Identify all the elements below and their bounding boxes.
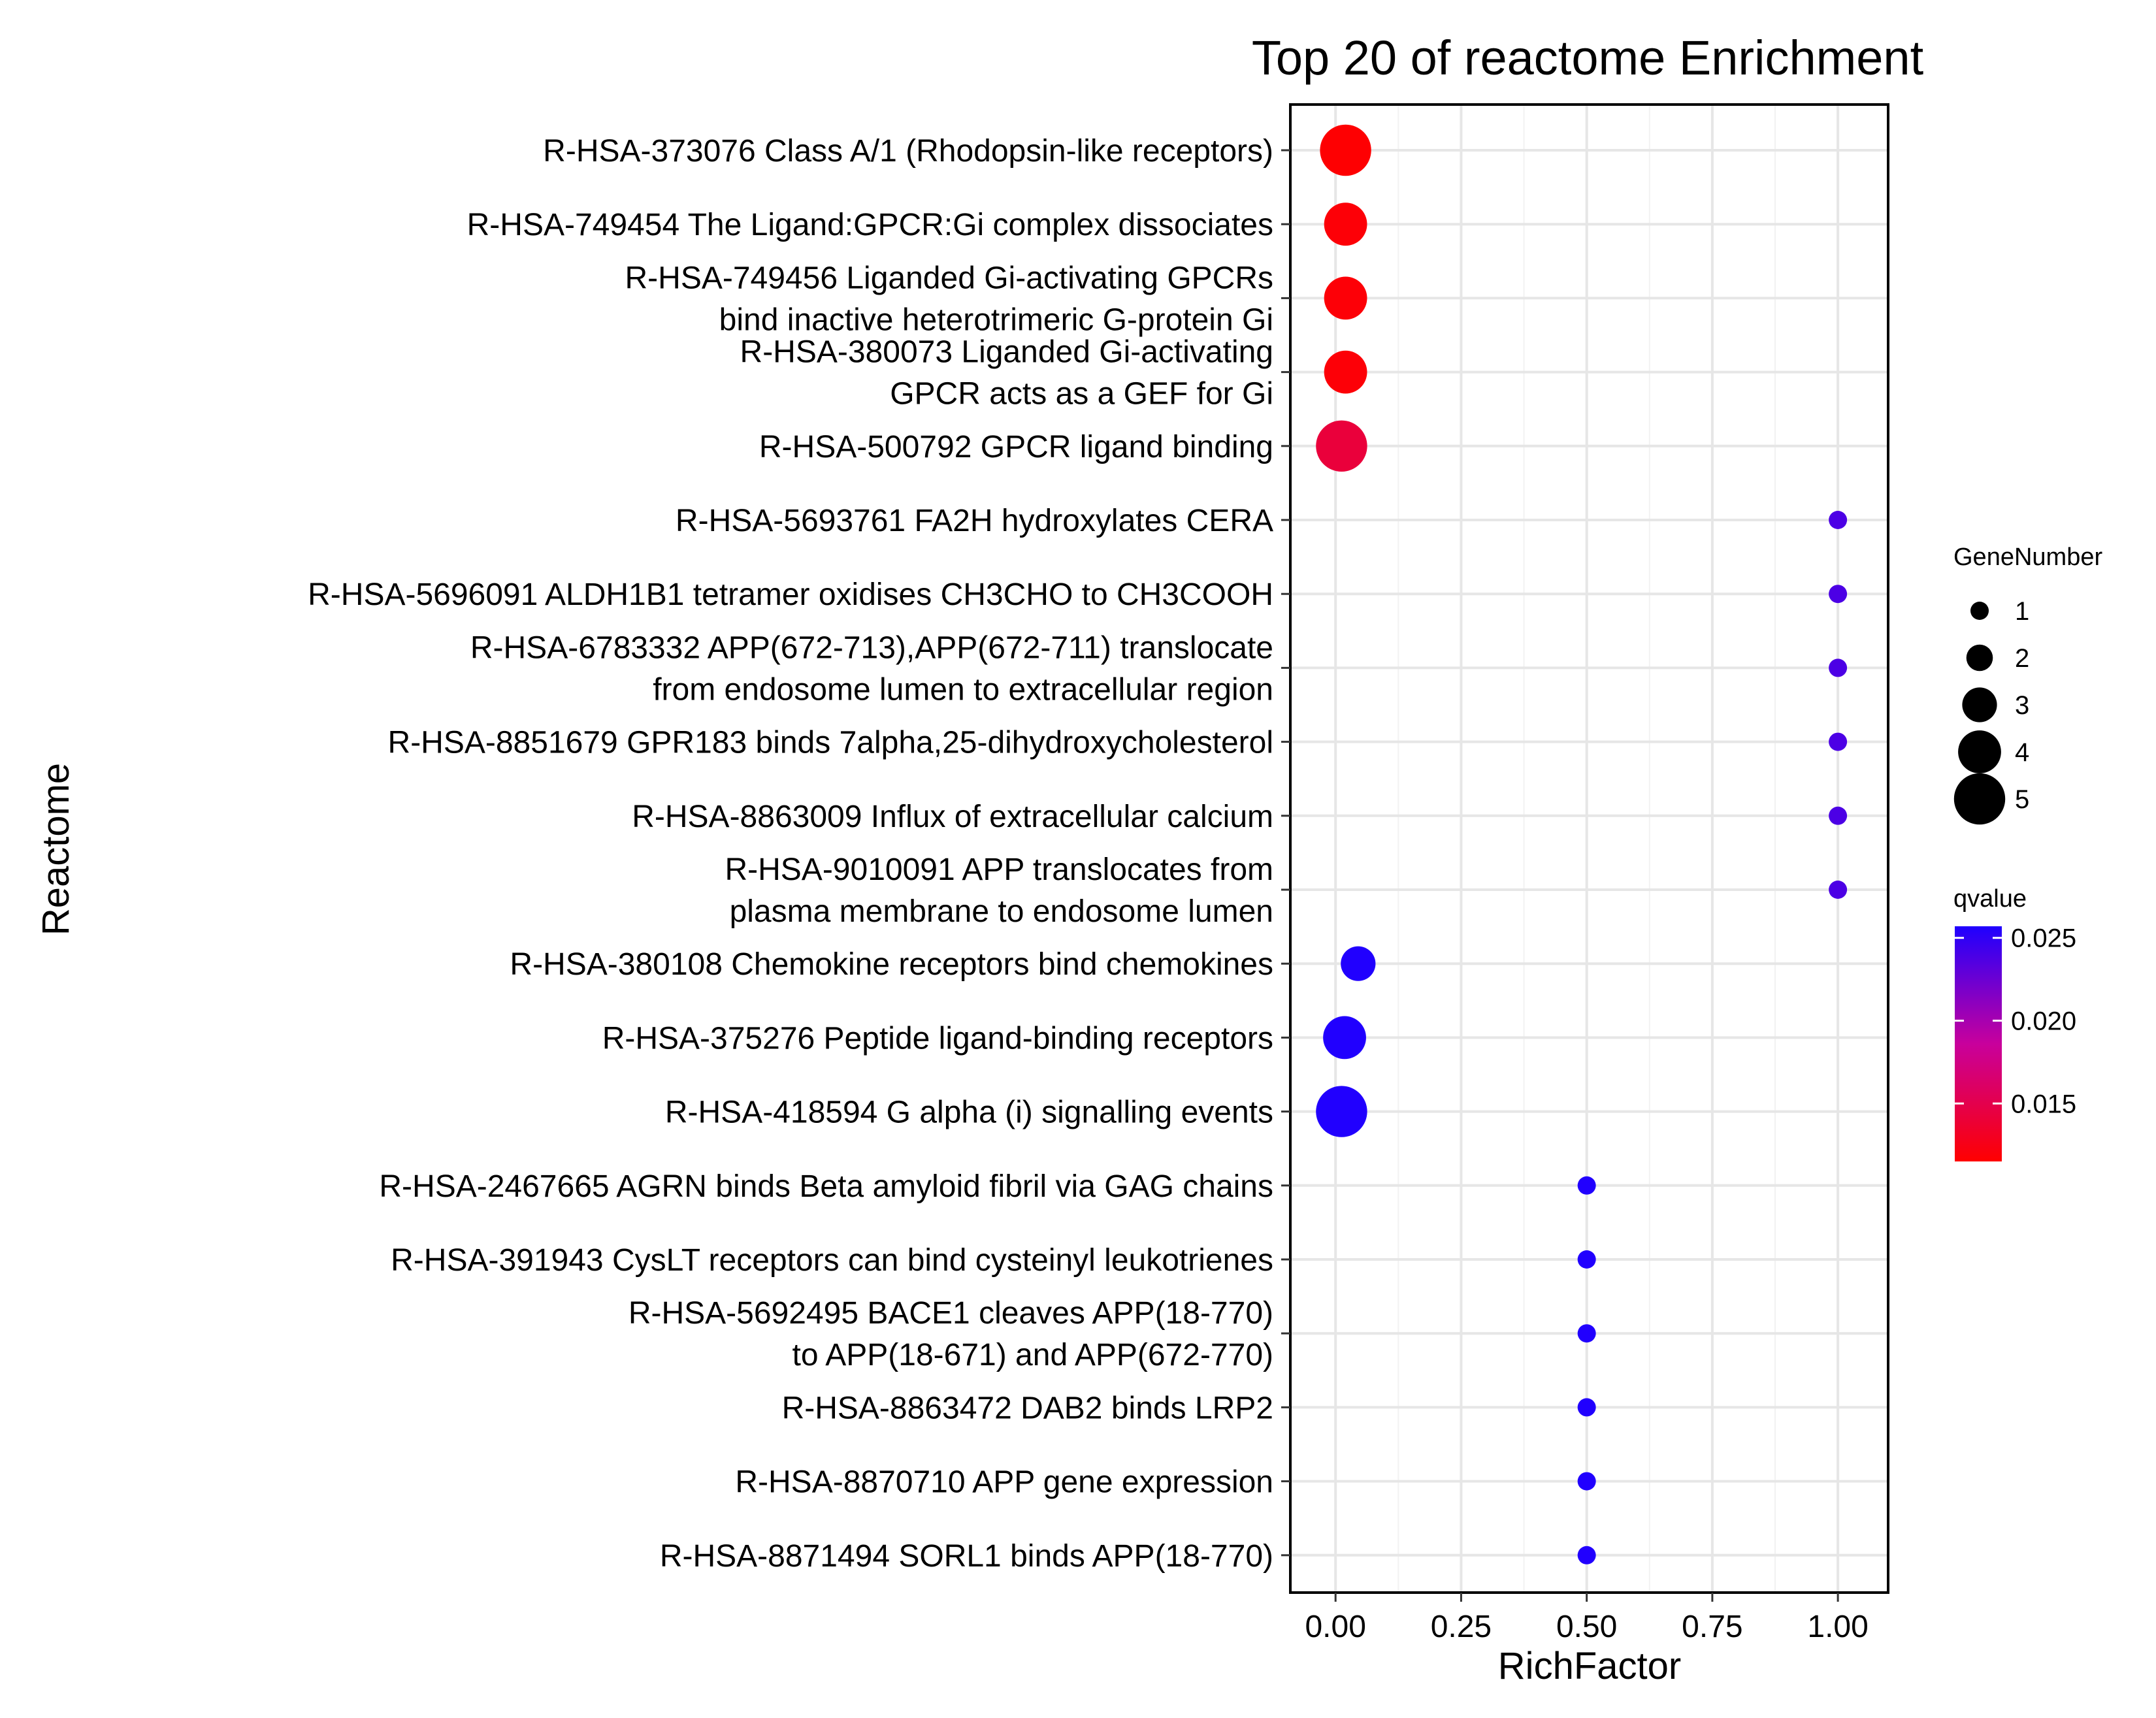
size-legend-label: 3 xyxy=(2015,691,2029,720)
size-legend-key xyxy=(1966,644,1993,672)
x-tick-label: 0.00 xyxy=(1305,1610,1365,1644)
size-legend-label: 2 xyxy=(2015,644,2029,673)
y-tick-label: R-HSA-2467665 AGRN binds Beta amyloid fi… xyxy=(379,1169,1273,1204)
size-legend-key xyxy=(1970,602,1989,620)
y-tick-labels: R-HSA-373076 Class A/1 (Rhodopsin-like r… xyxy=(308,134,1290,1574)
data-point xyxy=(1577,1324,1596,1343)
y-tick-label: R-HSA-749456 Liganded Gi-activating GPCR… xyxy=(625,261,1273,295)
x-tick-label: 1.00 xyxy=(1807,1610,1868,1644)
data-point xyxy=(1577,1472,1596,1491)
data-point xyxy=(1320,124,1371,176)
y-tick-label: R-HSA-8871494 SORL1 binds APP(18-770) xyxy=(660,1539,1273,1574)
y-tick-label: R-HSA-418594 G alpha (i) signalling even… xyxy=(665,1095,1273,1130)
data-point xyxy=(1577,1546,1596,1564)
colorbar xyxy=(1955,926,2002,1161)
data-point xyxy=(1316,420,1367,472)
data-point xyxy=(1829,658,1848,677)
data-point xyxy=(1829,585,1848,604)
panel-border xyxy=(1289,103,1889,1594)
color-legend-title: qvalue xyxy=(1953,885,2027,913)
colorbar-label: 0.015 xyxy=(2011,1090,2076,1118)
panel-background xyxy=(1290,105,1888,1593)
y-tick-label: R-HSA-500792 GPCR ligand binding xyxy=(759,430,1273,464)
data-point xyxy=(1829,511,1848,529)
data-point xyxy=(1323,1016,1366,1060)
y-tick-label: R-HSA-380108 Chemokine receptors bind ch… xyxy=(510,947,1273,982)
y-tick-label: R-HSA-8870710 APP gene expression xyxy=(735,1465,1273,1500)
size-legend-label: 1 xyxy=(2015,597,2029,626)
size-legend-title: GeneNumber xyxy=(1953,543,2102,571)
data-point xyxy=(1829,806,1848,825)
y-tick-label: R-HSA-5696091 ALDH1B1 tetramer oxidises … xyxy=(308,577,1273,612)
data-point xyxy=(1577,1176,1596,1195)
y-tick-label: from endosome lumen to extracellular reg… xyxy=(653,672,1273,707)
y-tick-label: R-HSA-375276 Peptide ligand-binding rece… xyxy=(602,1021,1273,1056)
data-point xyxy=(1829,881,1848,899)
size-legend-label: 5 xyxy=(2015,785,2029,814)
y-axis-title: Reactome xyxy=(35,763,77,935)
x-tick-label: 0.50 xyxy=(1556,1610,1617,1644)
data-point xyxy=(1324,203,1367,246)
y-tick-label: R-HSA-8851679 GPR183 binds 7alpha,25-dih… xyxy=(388,726,1273,760)
data-point xyxy=(1341,946,1376,981)
x-tick-label: 0.25 xyxy=(1431,1610,1492,1644)
y-tick-label: plasma membrane to endosome lumen xyxy=(730,894,1273,929)
y-tick-label: R-HSA-5692495 BACE1 cleaves APP(18-770) xyxy=(629,1296,1273,1331)
chart-title: Top 20 of reactome Enrichment xyxy=(1252,31,1924,85)
y-tick-label: R-HSA-5693761 FA2H hydroxylates CERA xyxy=(676,504,1273,538)
x-tick-labels: 0.00 0.25 0.50 0.75 1.00 xyxy=(1305,1593,1869,1644)
data-point xyxy=(1577,1398,1596,1417)
data-point xyxy=(1316,1086,1367,1137)
size-legend-key xyxy=(1962,687,1997,722)
plot-panel xyxy=(1289,103,1889,1594)
x-tick-label: 0.75 xyxy=(1682,1610,1742,1644)
y-tick-label: R-HSA-391943 CysLT receptors can bind cy… xyxy=(391,1243,1273,1278)
data-point xyxy=(1324,350,1367,394)
y-tick-label: R-HSA-8863472 DAB2 binds LRP2 xyxy=(782,1391,1273,1425)
colorbar-label: 0.025 xyxy=(2011,924,2076,953)
data-point xyxy=(1324,276,1367,320)
colorbar-label: 0.020 xyxy=(2011,1007,2076,1036)
y-tick-label: bind inactive heterotrimeric G-protein G… xyxy=(719,302,1273,337)
data-point xyxy=(1829,732,1848,751)
y-tick-label: GPCR acts as a GEF for Gi xyxy=(890,377,1273,412)
size-legend-key xyxy=(1953,773,2006,825)
y-tick-label: R-HSA-9010091 APP translocates from xyxy=(725,852,1273,887)
y-tick-label: R-HSA-749454 The Ligand:GPCR:Gi complex … xyxy=(467,208,1273,242)
size-legend-label: 4 xyxy=(2015,738,2029,767)
y-tick-label: R-HSA-380073 Liganded Gi-activating xyxy=(740,335,1273,370)
legend: GeneNumber 1 2 3 4 5 qvalue 0.015 0.020 0.025 xyxy=(1953,543,2102,1161)
x-axis-title: RichFactor xyxy=(1498,1645,1681,1687)
y-tick-label: R-HSA-8863009 Influx of extracellular ca… xyxy=(632,800,1273,834)
size-legend-key xyxy=(1958,730,2001,773)
y-tick-label: R-HSA-6783332 APP(672-713),APP(672-711) … xyxy=(470,630,1273,665)
data-point xyxy=(1577,1250,1596,1269)
y-tick-label: R-HSA-373076 Class A/1 (Rhodopsin-like r… xyxy=(543,134,1273,169)
y-tick-label: to APP(18-671) and APP(672-770) xyxy=(792,1338,1273,1372)
